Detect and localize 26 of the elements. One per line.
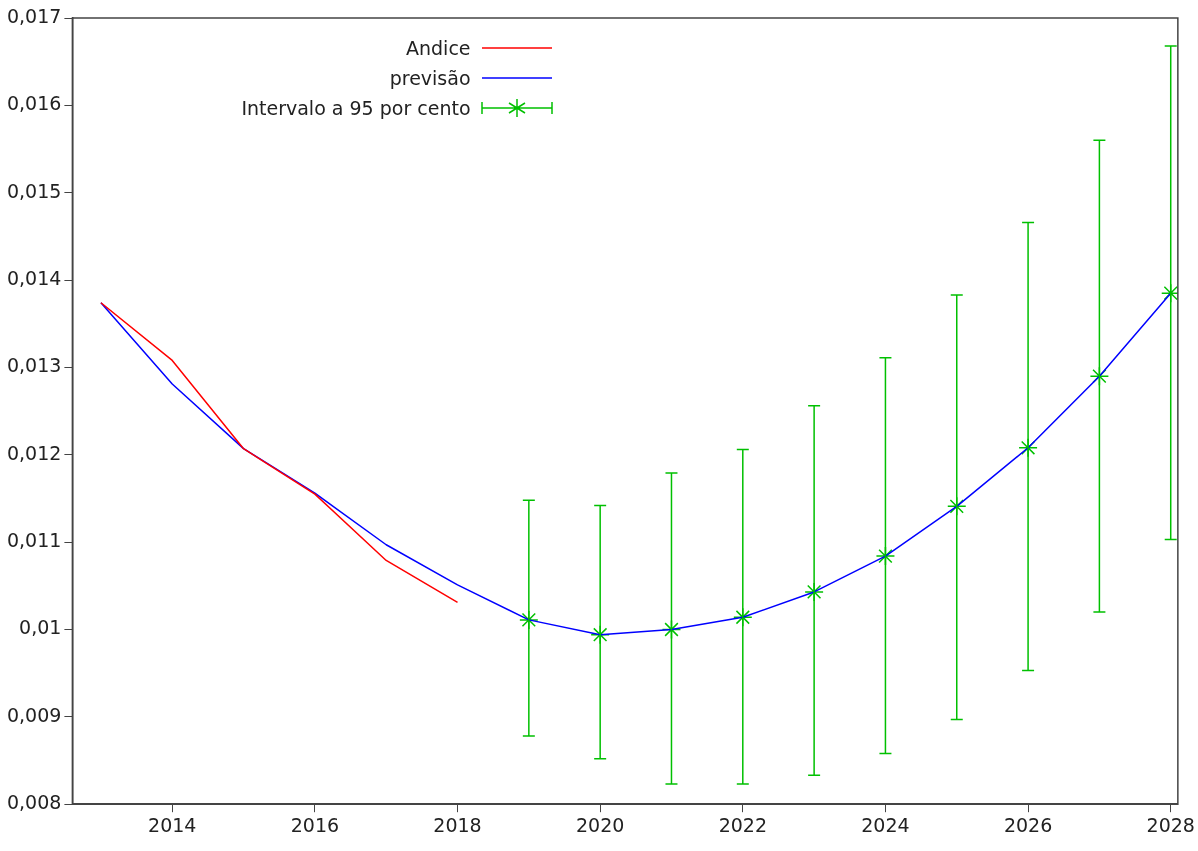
- x-tick-label: 2024: [861, 813, 910, 836]
- point: [875, 546, 896, 566]
- legend-label: previsão: [389, 66, 471, 91]
- y-tick-label: 0,009: [6, 703, 62, 726]
- y-tick-label: 0,016: [6, 92, 62, 115]
- point: [804, 582, 824, 602]
- y-tick-label: 0,008: [6, 791, 62, 814]
- x-tick-label: 2014: [148, 813, 197, 836]
- x-tick-label: 2028: [1146, 813, 1195, 836]
- legend-label: Andice: [406, 36, 471, 61]
- x-tick-label: 2020: [575, 813, 625, 836]
- y-tick-label: 0,012: [6, 441, 62, 464]
- y-tick-label: 0,011: [6, 529, 62, 552]
- x-tick-label: 2018: [433, 813, 482, 836]
- point: [1089, 366, 1110, 386]
- legend-label: Intervalo a 95 por cento: [241, 96, 471, 121]
- y-tick-label: 0,014: [6, 267, 62, 289]
- point: [519, 610, 539, 630]
- x-tick-label: 2026: [1003, 813, 1053, 836]
- x-tick-label: 2022: [718, 813, 767, 836]
- y-tick-label: 0,017: [6, 4, 62, 27]
- point: [1160, 283, 1178, 303]
- y-tick-label: 0,013: [6, 354, 62, 377]
- y-tick-label: 0,01: [19, 616, 62, 639]
- x-tick-label: 2016: [290, 813, 340, 836]
- y-tick-label: 0,015: [6, 179, 62, 202]
